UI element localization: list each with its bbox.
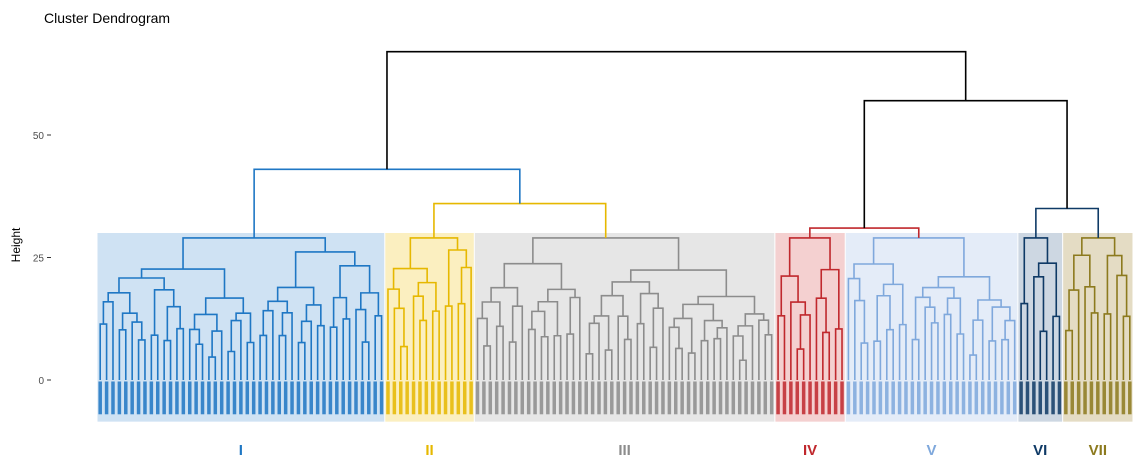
dendrogram-branch-I <box>267 300 289 313</box>
dendrogram-branch-I <box>195 343 204 380</box>
dendrogram-branch-I <box>227 350 236 380</box>
y-axis: 0 25 50 <box>33 131 51 387</box>
dendrogram-branch-V <box>937 275 991 301</box>
dendrogram-branch-I <box>166 305 181 341</box>
y-tick-label-50: 50 <box>33 131 45 142</box>
dendrogram-branch-III <box>490 286 519 307</box>
y-axis-label: Height <box>9 227 23 262</box>
merge-root <box>386 50 967 170</box>
cluster-labels: I II III IV V VI VII <box>239 442 1107 459</box>
dendrogram-branch-I <box>300 320 313 380</box>
dendrogram-branch-III <box>600 294 624 317</box>
dendrogram-branch-I <box>276 286 315 305</box>
dendrogram-branch-I <box>316 324 325 380</box>
dendrogram-branch-III <box>649 346 658 380</box>
dendrogram-branch-V <box>943 313 952 380</box>
cluster-label-VI: VI <box>1033 442 1047 459</box>
dendrogram-tree <box>99 50 1131 380</box>
dendrogram-branch-I <box>281 311 293 380</box>
dendrogram-branch-III <box>636 322 645 380</box>
dendrogram-branch-III <box>700 339 709 380</box>
leaf-labels <box>98 381 1132 415</box>
dendrogram-branch-V <box>977 299 1002 321</box>
cluster-label-VII: VII <box>1089 442 1107 459</box>
dendrogram-branch-V <box>911 338 920 380</box>
dendrogram-branch-III <box>604 349 613 380</box>
dendrogram-branch-III <box>744 313 765 326</box>
dendrogram-branch-III <box>703 319 723 341</box>
dendrogram-branch-I <box>137 339 146 380</box>
dendrogram-branch-IV <box>834 328 843 380</box>
y-tick-label-0: 0 <box>38 376 44 387</box>
dendrogram-branch-III <box>668 326 680 380</box>
cluster-label-I: I <box>239 442 243 459</box>
dendrogram-branch-III <box>674 347 683 380</box>
dendrogram-branch-V <box>956 333 965 380</box>
dendrogram-branch-VII <box>1122 315 1131 380</box>
dendrogram-branch-VII <box>1103 313 1112 380</box>
dendrogram-branch-I <box>188 328 201 380</box>
dendrogram-branch-III <box>566 333 575 380</box>
dendrogram-branch-I <box>107 292 131 314</box>
dendrogram-branch-III <box>713 337 722 380</box>
cluster-label-IV: IV <box>803 442 817 459</box>
dendrogram-branch-II <box>457 302 466 380</box>
dendrogram-branch-II <box>392 267 428 290</box>
dendrogram-branch-VI <box>1020 302 1029 380</box>
dendrogram-branch-III <box>652 307 664 380</box>
dendrogram-branch-III <box>547 288 576 302</box>
dendrogram-branch-I <box>361 341 370 380</box>
cluster-label-V: V <box>927 442 937 459</box>
dendrogram-branch-I <box>342 318 351 380</box>
dendrogram-branch-VI <box>1033 275 1045 380</box>
cluster-band-II <box>385 233 474 422</box>
dendrogram-branch-III <box>639 292 659 324</box>
dendrogram-branch-V <box>853 263 894 285</box>
dendrogram-branch-I <box>262 309 274 380</box>
dendrogram-branch-I <box>329 326 338 380</box>
dendrogram-branch-I <box>102 301 114 380</box>
dendrogram-branch-III <box>495 325 504 380</box>
dendrogram-branch-III <box>737 325 754 380</box>
dendrogram-branch-V <box>898 323 907 380</box>
dendrogram-branch-IV <box>796 348 805 380</box>
dendrogram-branch-III <box>617 315 629 380</box>
dendrogram-branch-II <box>460 266 472 380</box>
dendrogram-branch-V <box>1004 319 1016 380</box>
dendrogram-branch-V <box>854 299 866 380</box>
dendrogram-branch-I <box>297 341 306 380</box>
dendrogram-branch-I <box>118 277 165 293</box>
dendrogram-branch-III <box>553 334 562 380</box>
dendrogram-branch-II <box>399 345 408 380</box>
dendrogram-branch-IV <box>799 314 811 380</box>
cluster-label-II: II <box>425 442 433 459</box>
dendrogram-branch-III <box>537 300 559 336</box>
dendrogram-branch-I <box>208 356 217 380</box>
dendrogram-branch-I <box>246 341 255 380</box>
dendrogram-branch-IV <box>777 315 786 380</box>
dendrogram-branch-VII <box>1065 329 1074 380</box>
dendrogram-branch-III <box>483 345 492 380</box>
dendrogram-branch-I <box>305 304 322 326</box>
dendrogram-branch-II <box>412 295 424 380</box>
dendrogram-branch-I <box>235 312 252 343</box>
merge-II-III <box>433 202 607 238</box>
dendrogram-branch-V <box>914 296 931 340</box>
chart-title: Cluster Dendrogram <box>44 10 171 26</box>
dendrogram-branch-VI <box>1052 315 1061 380</box>
y-tick-label-25: 25 <box>33 254 45 265</box>
cluster-label-III: III <box>618 442 631 459</box>
